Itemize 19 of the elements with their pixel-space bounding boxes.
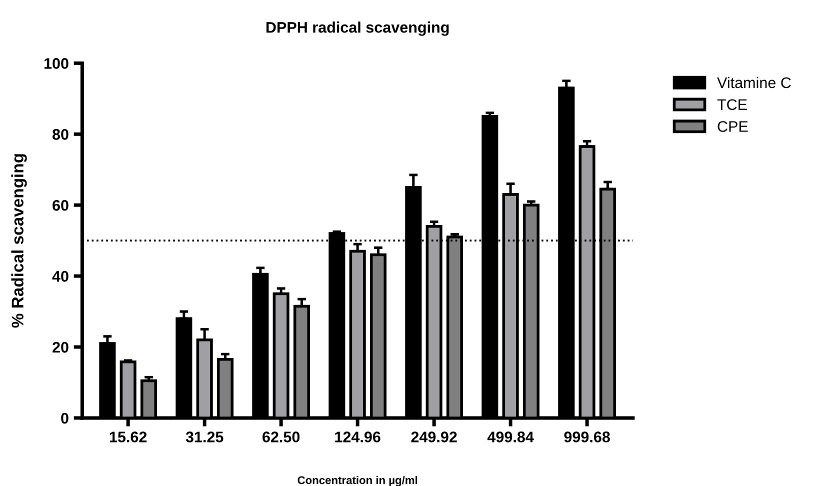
x-axis-title: Concentration in µg/ml bbox=[298, 476, 418, 486]
x-tick-label: 124.96 bbox=[335, 432, 380, 442]
y-tick-label: 80 bbox=[52, 129, 68, 140]
y-tick-label: 60 bbox=[52, 200, 68, 211]
x-tick-label: 15.62 bbox=[110, 432, 147, 442]
y-axis-title: % Radical scavenging bbox=[11, 154, 27, 328]
chart-title: DPPH radical scavenging bbox=[266, 22, 449, 36]
y-tick-label: 0 bbox=[61, 412, 68, 424]
legend-label: CPE bbox=[718, 121, 748, 132]
x-tick-label: 31.25 bbox=[186, 432, 224, 442]
legend-label: Vitamine C bbox=[717, 76, 791, 88]
y-tick-label: 40 bbox=[52, 270, 68, 282]
legend-label: TCE bbox=[717, 99, 747, 110]
y-tick-label: 20 bbox=[52, 342, 68, 353]
x-tick-label: 499.84 bbox=[487, 432, 534, 442]
x-tick-label: 999.68 bbox=[564, 432, 610, 442]
x-tick-label: 249.92 bbox=[411, 432, 457, 442]
y-tick-label: 100 bbox=[44, 58, 68, 69]
x-tick-label: 62.50 bbox=[262, 432, 300, 442]
